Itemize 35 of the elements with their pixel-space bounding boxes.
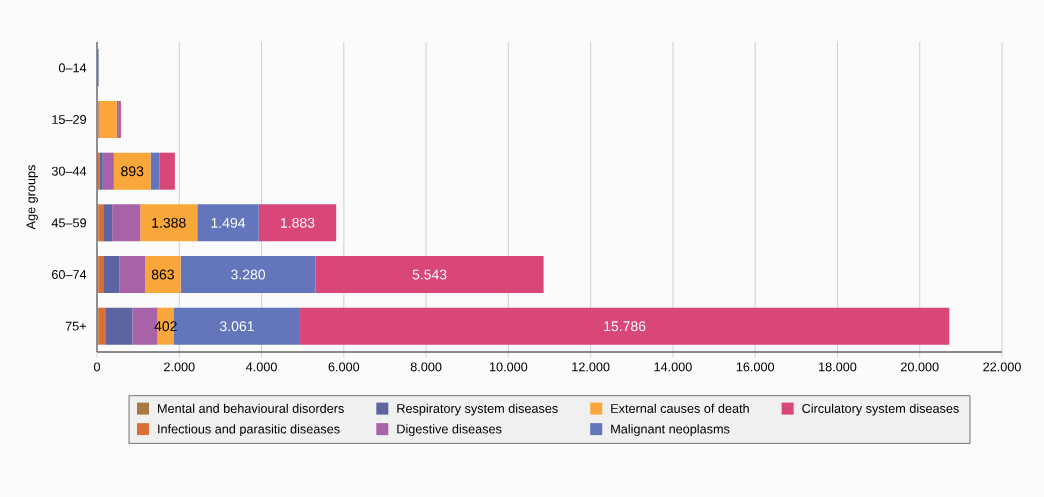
data-label: 1.883 xyxy=(281,217,315,228)
x-tick-label: 12.000 xyxy=(572,362,610,372)
data-label: 863 xyxy=(151,269,174,280)
data-label: 1.388 xyxy=(152,217,186,228)
x-tick-label: 8.000 xyxy=(410,362,442,372)
x-tick-label: 10.000 xyxy=(489,362,528,372)
x-tick-label: 20.000 xyxy=(900,362,939,372)
y-tick-label: 75+ xyxy=(65,321,86,331)
legend-label: Respiratory system diseases xyxy=(397,403,558,416)
y-axis-title: Age groups xyxy=(26,165,38,230)
data-label: 3.061 xyxy=(219,321,254,332)
data-label: 893 xyxy=(121,166,144,177)
y-tick-label: 15–29 xyxy=(52,115,86,124)
x-tick-label: 2.000 xyxy=(164,362,195,372)
y-tick-label: 60–74 xyxy=(52,270,87,279)
legend-label: External causes of death xyxy=(611,403,749,413)
y-tick-label: 45–59 xyxy=(51,218,86,228)
x-tick-label: 6.000 xyxy=(328,362,360,372)
x-tick-label: 18.000 xyxy=(819,362,857,372)
legend-label: Circulatory system diseases xyxy=(802,403,959,416)
legend-label: Infectious and parasitic diseases xyxy=(158,424,340,436)
x-tick-label: 4.000 xyxy=(246,362,277,372)
x-tick-label: 14.000 xyxy=(654,362,692,372)
legend-label: Malignant neoplasms xyxy=(611,424,730,436)
data-label: 15.786 xyxy=(604,321,646,332)
data-label: 1.494 xyxy=(211,217,246,228)
x-tick-label: 16.000 xyxy=(736,362,775,372)
y-tick-label: 30–44 xyxy=(51,166,87,176)
legend-label: Mental and behavioural disorders xyxy=(158,403,344,413)
x-tick-label: 22.000 xyxy=(983,362,1021,372)
legend-label: Digestive diseases xyxy=(397,424,502,436)
data-label: 3.280 xyxy=(231,269,266,280)
y-tick-label: 0–14 xyxy=(58,63,87,73)
x-tick-label: 0 xyxy=(93,362,101,372)
data-label: 5.543 xyxy=(412,269,447,280)
